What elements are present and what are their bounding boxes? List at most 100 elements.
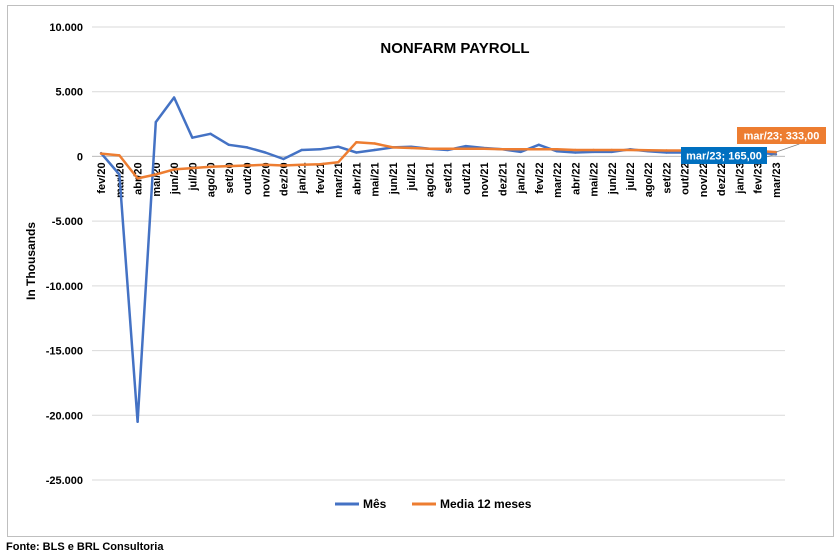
data-point	[574, 148, 577, 152]
x-tick-label: set/20	[224, 162, 236, 193]
x-tick-label: mai/21	[370, 162, 382, 196]
annotation-label: mar/23; 333,00	[744, 131, 820, 143]
x-tick-label: nov/20	[260, 162, 272, 197]
x-tick-label: jul/22	[625, 162, 637, 191]
x-tick-label: fev/21	[315, 162, 327, 193]
legend-label: Media 12 meses	[440, 497, 532, 511]
x-tick-label: fev/22	[534, 162, 546, 193]
data-point	[209, 165, 212, 168]
x-tick-label: mar/23	[771, 162, 783, 197]
data-point	[391, 146, 395, 149]
data-point	[300, 163, 303, 167]
data-point	[592, 150, 595, 154]
data-point	[373, 142, 376, 145]
data-point	[628, 148, 632, 152]
chart-title: NONFARM PAYROLL	[380, 40, 529, 57]
y-tick-label: -15.000	[46, 346, 83, 358]
annotation-box	[737, 127, 826, 144]
x-tick-label: out/22	[680, 162, 692, 194]
data-point	[318, 162, 322, 166]
data-point	[118, 173, 121, 176]
data-point	[336, 145, 340, 148]
nonfarm-payroll-chart: 10.000 5.000 0 -5.000 -10.000 -15.000 -20.000 -…	[24, 22, 826, 511]
y-tick-label: -10.000	[46, 281, 83, 293]
data-point	[172, 168, 176, 171]
x-tick-label: set/22	[661, 162, 673, 193]
data-point	[555, 148, 559, 151]
legend-label: Mês	[363, 497, 387, 511]
x-tick-label: jun/21	[388, 162, 400, 195]
data-point	[136, 177, 139, 180]
x-tick-label: dez/21	[497, 162, 509, 196]
data-point	[355, 140, 358, 144]
x-tick-label: nov/22	[698, 162, 710, 197]
series-line-media-12-meses	[99, 140, 778, 180]
x-tick-label: jan/22	[516, 162, 528, 194]
x-tick-label: dez/20	[278, 162, 290, 196]
y-tick-label: 5.000	[55, 87, 83, 99]
data-point	[227, 164, 230, 168]
data-point	[519, 150, 522, 154]
data-point	[99, 152, 103, 155]
data-point	[482, 147, 486, 150]
x-tick-label: nov/21	[479, 162, 491, 197]
x-tick-label: jul/21	[406, 162, 418, 191]
data-point	[665, 149, 668, 152]
data-point	[519, 148, 522, 151]
data-point	[172, 96, 176, 99]
data-point	[610, 148, 613, 152]
data-point	[647, 149, 650, 152]
chart-frame: 10.000 5.000 0 -5.000 -10.000 -15.000 -20.000 -…	[7, 5, 834, 537]
data-point	[282, 164, 285, 167]
x-tick-label: fev/20	[96, 162, 108, 193]
x-tick-label: mar/22	[552, 162, 564, 197]
annotation-label: mar/23; 165,00	[686, 151, 762, 163]
y-axis-title: In Thousands	[24, 222, 38, 300]
y-tick-label: -20.000	[46, 410, 83, 422]
x-tick-label: mai/22	[589, 162, 601, 196]
data-point	[464, 144, 468, 148]
data-point	[665, 151, 668, 154]
data-point	[409, 146, 413, 150]
data-point	[282, 157, 285, 161]
x-tick-label: set/21	[443, 162, 455, 193]
series-lines	[99, 96, 778, 424]
data-point	[428, 147, 431, 150]
data-point	[245, 146, 249, 149]
data-point	[318, 148, 322, 151]
gridlines	[92, 26, 785, 481]
y-tick-label: 10.000	[49, 22, 83, 34]
data-labels: mar/23; 333,00 mar/23; 165,00	[681, 127, 826, 165]
data-point	[191, 136, 194, 139]
x-tick-label: out/21	[461, 162, 473, 194]
annotation-box	[681, 147, 767, 164]
x-tick-label: abr/21	[351, 162, 363, 194]
x-tick-label: ago/21	[424, 162, 436, 197]
data-point	[300, 148, 303, 152]
data-point	[592, 148, 595, 152]
x-tick-label: jan/23	[734, 162, 746, 194]
x-tick-label: fev/23	[753, 162, 765, 193]
series-line-mes	[99, 96, 778, 424]
data-point	[537, 148, 541, 151]
data-point	[154, 120, 158, 124]
data-point	[336, 161, 340, 164]
y-tick-label: -25.000	[46, 475, 83, 487]
data-point	[555, 150, 559, 153]
data-point	[464, 147, 468, 150]
y-tick-label: -5.000	[52, 216, 83, 228]
data-point	[264, 151, 267, 154]
x-tick-label: ago/20	[206, 162, 218, 197]
data-point	[355, 151, 358, 154]
data-point	[209, 132, 212, 135]
x-tick-label: jun/20	[169, 162, 181, 195]
y-tick-label: 0	[77, 151, 83, 163]
data-point	[191, 166, 194, 170]
x-tick-label: dez/22	[716, 162, 728, 196]
legend: Mês Media 12 meses	[335, 497, 532, 511]
source-note: Fonte: BLS e BRL Consultoria	[6, 541, 164, 553]
x-tick-label: mar/21	[333, 162, 345, 197]
data-point	[537, 143, 541, 146]
x-tick-label: out/20	[242, 162, 254, 194]
data-point	[610, 150, 613, 154]
